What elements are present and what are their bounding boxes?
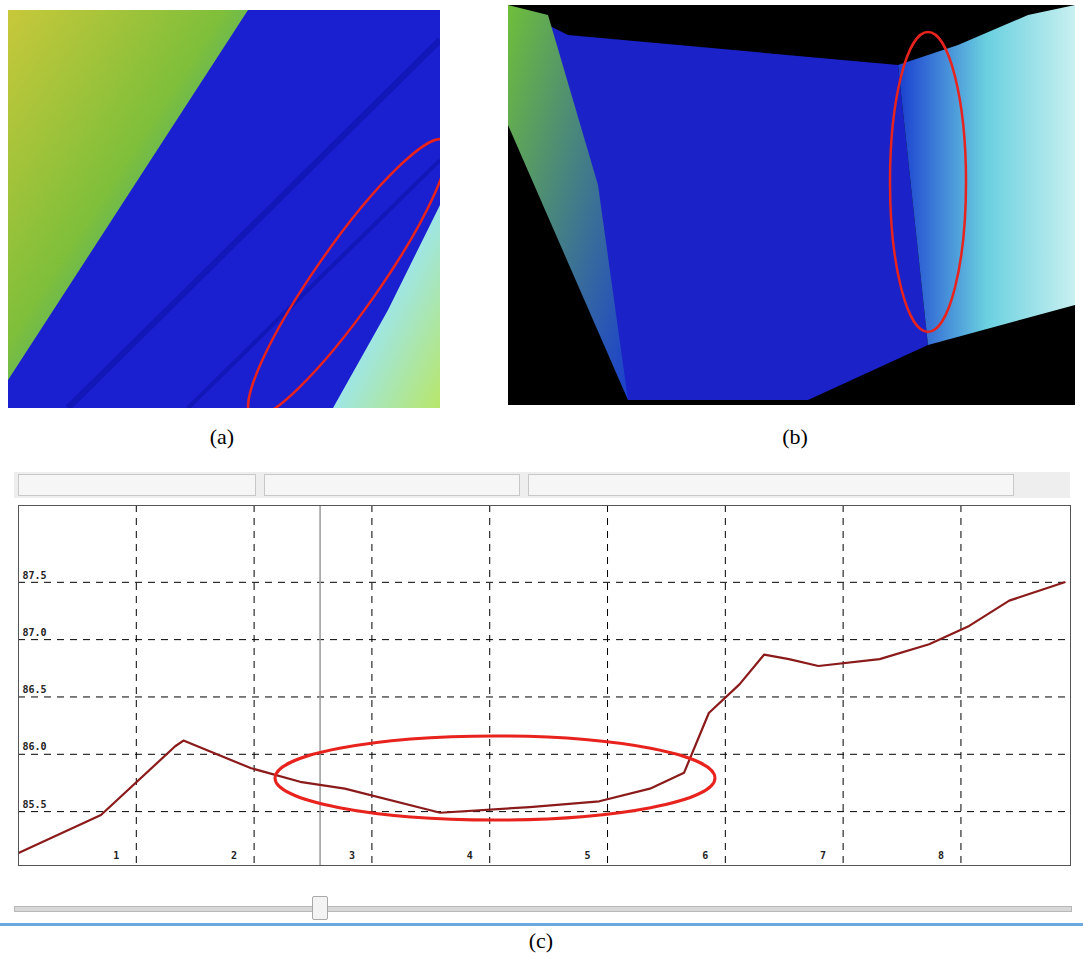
svg-text:86.5: 86.5 xyxy=(23,684,47,695)
svg-text:85.5: 85.5 xyxy=(23,799,47,810)
svg-text:6: 6 xyxy=(702,850,708,861)
svg-text:7: 7 xyxy=(820,850,826,861)
html-text:(a): (a) xyxy=(209,424,235,449)
svg-text:5: 5 xyxy=(585,850,591,861)
html-text:(b): (b) xyxy=(782,424,808,449)
html-text:(c): (c) xyxy=(528,928,554,953)
svg-text:87.5: 87.5 xyxy=(23,570,47,581)
svg-text:86.0: 86.0 xyxy=(23,741,47,752)
svg-text:4: 4 xyxy=(467,850,473,861)
svg-text:1: 1 xyxy=(113,850,119,861)
svg-text:2: 2 xyxy=(231,850,237,861)
svg-text:3: 3 xyxy=(349,850,355,861)
svg-text:87.0: 87.0 xyxy=(23,627,47,638)
svg-text:8: 8 xyxy=(938,850,944,861)
